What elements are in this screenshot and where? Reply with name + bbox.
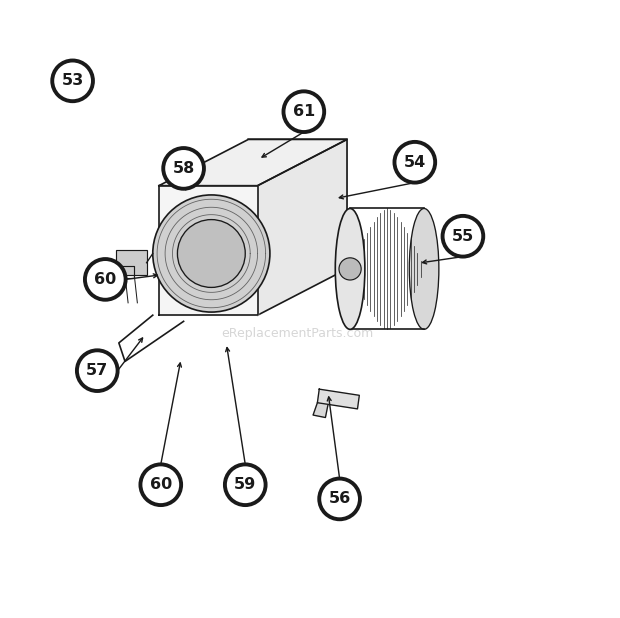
Text: 55: 55 <box>452 229 474 243</box>
Text: 53: 53 <box>61 74 84 88</box>
Text: 61: 61 <box>293 104 315 119</box>
Polygon shape <box>159 185 257 315</box>
Ellipse shape <box>409 208 439 329</box>
Polygon shape <box>317 389 360 409</box>
Text: 59: 59 <box>234 477 257 492</box>
Text: 57: 57 <box>86 363 108 378</box>
Text: eReplacementParts.com: eReplacementParts.com <box>221 327 374 340</box>
Circle shape <box>153 195 270 312</box>
Polygon shape <box>159 140 347 185</box>
Text: 58: 58 <box>172 161 195 176</box>
Circle shape <box>85 259 126 300</box>
Ellipse shape <box>335 208 365 329</box>
Circle shape <box>52 61 93 101</box>
Circle shape <box>77 350 118 391</box>
Text: 54: 54 <box>404 154 426 170</box>
Circle shape <box>177 219 246 287</box>
Polygon shape <box>257 140 347 315</box>
Text: 60: 60 <box>94 272 117 287</box>
Circle shape <box>283 91 324 132</box>
Circle shape <box>225 464 265 505</box>
Circle shape <box>339 258 361 280</box>
Polygon shape <box>116 250 146 275</box>
Text: 56: 56 <box>329 491 351 506</box>
Circle shape <box>141 464 181 505</box>
Circle shape <box>319 478 360 519</box>
Polygon shape <box>313 403 328 418</box>
Circle shape <box>443 216 483 256</box>
Circle shape <box>394 142 435 182</box>
Text: 60: 60 <box>149 477 172 492</box>
Circle shape <box>163 148 204 188</box>
